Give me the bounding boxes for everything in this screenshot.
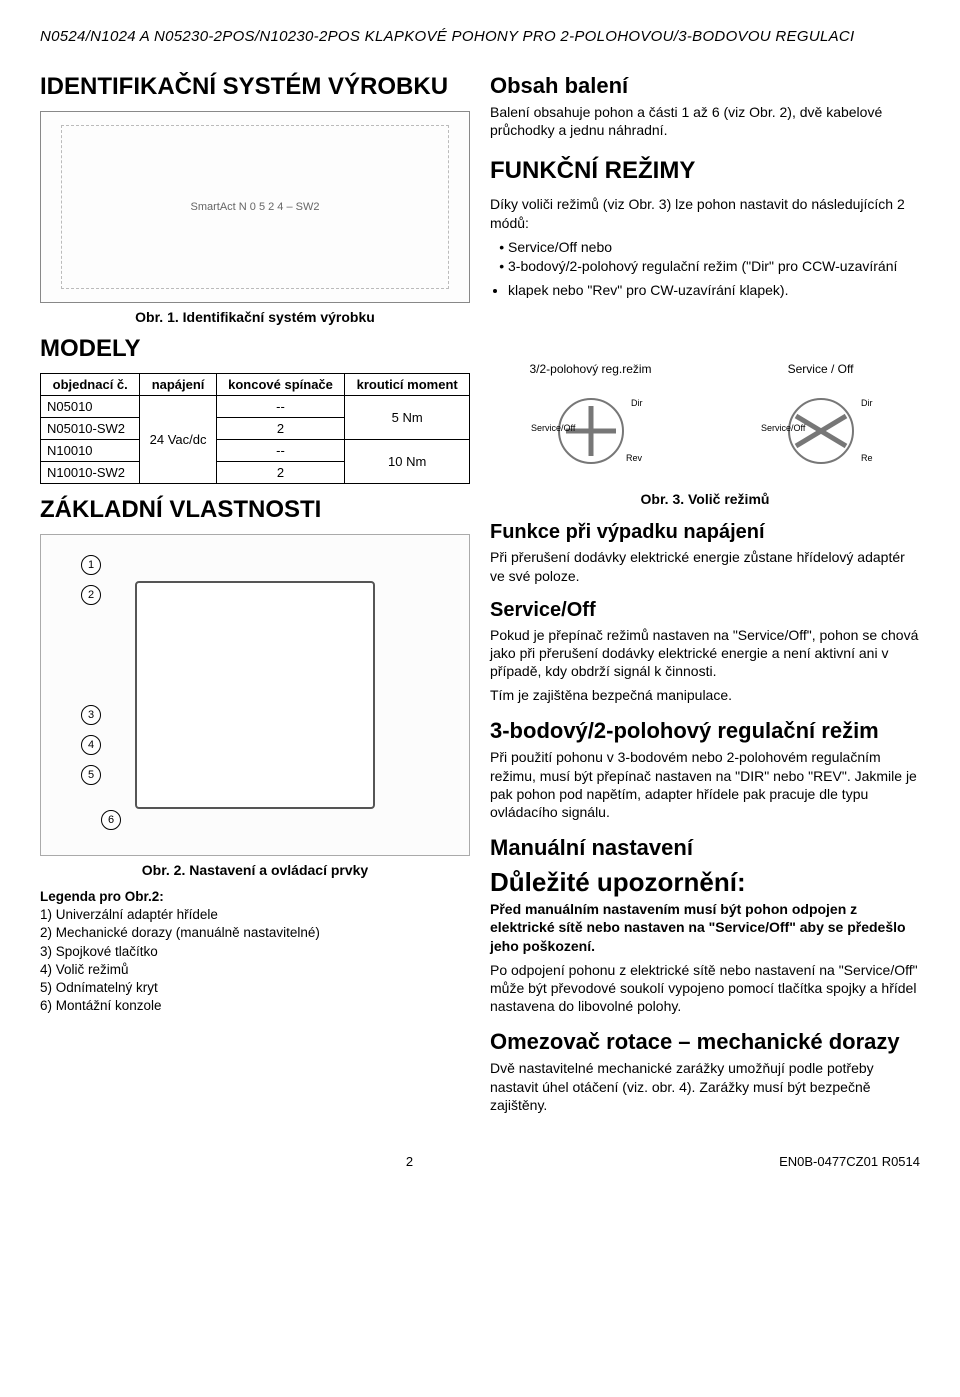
- heading-zakladni: ZÁKLADNÍ VLASTNOSTI: [40, 496, 470, 524]
- cell: N05010: [41, 396, 140, 418]
- svg-text:Dir: Dir: [861, 398, 873, 408]
- col-header: napájení: [140, 374, 216, 396]
- svg-text:Service/Off: Service/Off: [531, 423, 576, 433]
- cell: 5 Nm: [345, 396, 470, 440]
- dial-svg-left: Dir Service/Off Rev: [531, 376, 651, 476]
- cell: --: [216, 396, 345, 418]
- figure-1-box: SmartAct N 0 5 2 4 – SW2: [40, 111, 470, 303]
- figure-1-placeholder: SmartAct N 0 5 2 4 – SW2: [61, 125, 448, 289]
- cell: N10010-SW2: [41, 462, 140, 484]
- svg-text:Dir: Dir: [631, 398, 643, 408]
- cell: 10 Nm: [345, 440, 470, 484]
- doc-id: EN0B-0477CZ01 R0514: [779, 1154, 920, 1169]
- mode-dial-right: Service / Off Dir Service/Off Re: [761, 362, 881, 479]
- cell: 2: [216, 418, 345, 440]
- p-vypadek: Při přerušení dodávky elektrické energie…: [490, 548, 920, 584]
- col-header: krouticí moment: [345, 374, 470, 396]
- dial-title: Service / Off: [761, 362, 881, 376]
- heading-3bod: 3-bodový/2-polohový regulační režim: [490, 718, 920, 744]
- table-row: N10010 -- 10 Nm: [41, 440, 470, 462]
- p-3bod: Při použití pohonu v 3-bodovém nebo 2-po…: [490, 748, 920, 821]
- heading-serviceoff: Service/Off: [490, 599, 920, 622]
- svg-text:Service/Off: Service/Off: [761, 423, 806, 433]
- p-omezovac-1: Dvě nastavitelné mechanické zarážky umož…: [490, 1059, 920, 1077]
- legend-item: 6) Montážní konzole: [40, 998, 162, 1013]
- legend-title: Legenda pro Obr.2:: [40, 889, 164, 904]
- badge-5: 5: [81, 765, 101, 785]
- cell: 24 Vac/dc: [140, 396, 216, 484]
- figure-1-caption: Obr. 1. Identifikační systém výrobku: [40, 309, 470, 325]
- heading-dulezite: Důležité upozornění:: [490, 867, 920, 898]
- badge-2: 2: [81, 585, 101, 605]
- figure-2-inner: [135, 581, 374, 809]
- bullets-klapek: klapek nebo "Rev" pro CW-uzavírání klape…: [490, 281, 920, 299]
- heading-manual: Manuální nastavení: [490, 835, 920, 861]
- dial-svg-right: Dir Service/Off Re: [761, 376, 881, 476]
- badge-4: 4: [81, 735, 101, 755]
- p-serviceoff-2: Tím je zajištěna bezpečná manipulace.: [490, 686, 920, 704]
- heading-omezovac: Omezovač rotace – mechanické dorazy: [490, 1029, 920, 1055]
- spacer: [490, 305, 920, 355]
- heading-modely: MODELY: [40, 335, 470, 363]
- bullet-item: klapek nebo "Rev" pro CW-uzavírání klape…: [508, 281, 920, 299]
- col-header: objednací č.: [41, 374, 140, 396]
- figure-3-caption: Obr. 3. Volič režimů: [490, 491, 920, 507]
- p-serviceoff-1: Pokud je přepínač režimů nastaven na "Se…: [490, 626, 920, 681]
- legend-item: 4) Volič režimů: [40, 962, 129, 977]
- figure-2-caption: Obr. 2. Nastavení a ovládací prvky: [40, 862, 470, 878]
- bullets-funkcni: Service/Off nebo 3-bodový/2-polohový reg…: [490, 238, 920, 275]
- dial-title: 3/2-polohový reg.režim: [529, 362, 651, 376]
- figure-2-box: 1 2 3 4 5 6: [40, 534, 470, 856]
- p-dulezite-1: Před manuálním nastavením musí být pohon…: [490, 900, 920, 955]
- p-omezovac-2: nastavit úhel otáčení (viz. obr. 4). Zar…: [490, 1078, 920, 1114]
- heading-vypadek: Funkce při výpadku napájení: [490, 521, 920, 544]
- heading-ident-system: IDENTIFIKAČNÍ SYSTÉM VÝROBKU: [40, 73, 470, 101]
- cell: 2: [216, 462, 345, 484]
- p-obsah: Balení obsahuje pohon a části 1 až 6 (vi…: [490, 103, 920, 139]
- svg-text:Re: Re: [861, 453, 873, 463]
- legend-item: 3) Spojkové tlačítko: [40, 944, 158, 959]
- col-header: koncové spínače: [216, 374, 345, 396]
- page-header-title: N0524/N1024 A N05230-2POS/N10230-2POS KL…: [40, 28, 920, 45]
- badge-3: 3: [81, 705, 101, 725]
- p-dulezite-2: Po odpojení pohonu z elektrické sítě neb…: [490, 961, 920, 1016]
- heading-funkcni: FUNKČNÍ REŽIMY: [490, 157, 920, 185]
- svg-text:Rev: Rev: [626, 453, 643, 463]
- cell: N05010-SW2: [41, 418, 140, 440]
- p-funkcni-1: Díky voliči režimů (viz Obr. 3) lze poho…: [490, 195, 920, 231]
- models-table: objednací č. napájení koncové spínače kr…: [40, 373, 470, 484]
- legend-item: 5) Odnímatelný kryt: [40, 980, 158, 995]
- page-number: 2: [406, 1154, 413, 1169]
- cell: --: [216, 440, 345, 462]
- cell: N10010: [41, 440, 140, 462]
- left-column: IDENTIFIKAČNÍ SYSTÉM VÝROBKU SmartAct N …: [40, 73, 470, 1120]
- legend-block: Legenda pro Obr.2: 1) Univerzální adapté…: [40, 888, 470, 1016]
- mode-diagrams: 3/2-polohový reg.režim Dir Service/Off R…: [490, 355, 920, 485]
- badge-6: 6: [101, 810, 121, 830]
- legend-item: 1) Univerzální adaptér hřídele: [40, 907, 218, 922]
- badge-1: 1: [81, 555, 101, 575]
- table-row: objednací č. napájení koncové spínače kr…: [41, 374, 470, 396]
- page-footer: 2 EN0B-0477CZ01 R0514: [40, 1150, 920, 1169]
- bullet-item: Service/Off nebo: [508, 238, 920, 256]
- mode-dial-left: 3/2-polohový reg.režim Dir Service/Off R…: [529, 362, 651, 479]
- bullet-item: 3-bodový/2-polohový regulační režim ("Di…: [508, 257, 920, 275]
- right-column: Obsah balení Balení obsahuje pohon a čás…: [490, 73, 920, 1120]
- table-row: N05010 24 Vac/dc -- 5 Nm: [41, 396, 470, 418]
- legend-item: 2) Mechanické dorazy (manuálně nastavite…: [40, 925, 320, 940]
- heading-obsah: Obsah balení: [490, 73, 920, 99]
